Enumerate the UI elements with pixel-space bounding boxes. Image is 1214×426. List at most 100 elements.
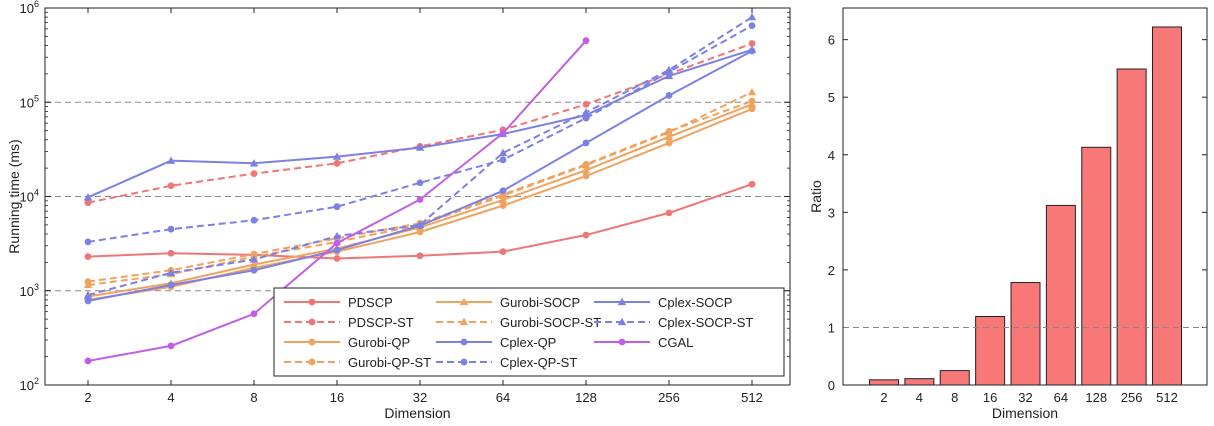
data-point-gurobi-qp-5: [499, 202, 507, 210]
data-point-pdscp-st-6: [582, 100, 590, 108]
bar-y-tick-label-6: 6: [828, 33, 835, 48]
bar-x-tick-label-2: 2: [880, 390, 887, 405]
legend-swatch-marker: [459, 317, 469, 326]
x-tick-label-4: 4: [167, 390, 174, 405]
data-point-cplex-qp-st-8: [748, 22, 756, 30]
bar-plot-frame: [842, 7, 1208, 386]
bar-2: [869, 379, 899, 386]
series-cplex-socp: [83, 45, 757, 201]
bar-y-tick-label-0: 0: [828, 378, 835, 393]
series-cgal: [84, 37, 590, 365]
bar-y-tick-label-4: 4: [828, 148, 835, 163]
legend-item-cplex-socp: Cplex-SOCP: [594, 295, 732, 310]
data-point-pdscp-5: [499, 248, 507, 256]
data-point-gurobi-socp-7: [664, 132, 674, 140]
bar-64: [1045, 204, 1076, 386]
data-point-cgal-6: [582, 37, 590, 45]
x-tick-label-2: 2: [84, 390, 91, 405]
legend-item-pdscp-st: PDSCP-ST: [284, 315, 414, 330]
x-tick-label-64: 64: [496, 390, 510, 405]
bar-16: [975, 316, 1006, 386]
data-point-cplex-qp-st-5: [499, 156, 507, 164]
bar-x-tick-label-16: 16: [983, 390, 997, 405]
bar-x-tick-label-512: 512: [1156, 390, 1178, 405]
line-chart: 102 103 104 105 106 2 4 8 16 32 64 128 256 512 Dimensi…: [6, 0, 791, 421]
legend-swatch-marker: [460, 338, 468, 346]
data-point-pdscp-st-3: [333, 159, 341, 167]
data-point-pdscp-st-8: [748, 40, 756, 47]
legend-swatch-marker: [460, 358, 468, 366]
data-point-gurobi-qp-6: [582, 172, 590, 180]
series-line-cplex-qp-st: [87, 24, 753, 243]
x-tick-label-128: 128: [575, 390, 597, 405]
bar-32: [1010, 282, 1041, 386]
data-point-pdscp-4: [416, 252, 424, 260]
data-point-gurobi-qp-7: [665, 139, 673, 147]
bar-256: [1116, 68, 1147, 386]
data-point-cplex-qp-st-4: [416, 179, 424, 187]
data-point-gurobi-socp-st-8: [747, 87, 757, 96]
data-point-cgal-2: [250, 310, 258, 318]
legend-item-gurobi-socp: Gurobi-SOCP: [436, 295, 580, 310]
legend-label-gurobi-socp: Gurobi-SOCP: [500, 295, 580, 310]
data-point-gurobi-socp-st-6: [581, 160, 591, 169]
legend-label-cplex-socp: Cplex-SOCP: [658, 295, 732, 310]
data-point-cgal-1: [167, 342, 175, 350]
legend-swatch-marker: [308, 318, 316, 326]
data-point-cplex-socp-8: [747, 45, 757, 53]
data-point-pdscp-8: [748, 180, 756, 188]
data-point-cplex-socp-st-5: [498, 148, 508, 157]
series-line-cplex-socp-st: [87, 16, 753, 297]
series-cplex-qp-st: [84, 22, 756, 246]
legend-item-gurobi-qp-st: Gurobi-QP-ST: [284, 355, 431, 370]
data-point-pdscp-3: [333, 255, 341, 262]
legend-item-cplex-qp-st: Cplex-QP-ST: [436, 355, 577, 370]
bar-y-tick-label-1: 1: [828, 320, 835, 335]
data-point-pdscp-st-0: [84, 199, 92, 207]
legend-item-cgal: CGAL: [594, 335, 693, 350]
bar-x-tick-label-256: 256: [1121, 390, 1143, 405]
data-point-cplex-qp-st-0: [84, 238, 92, 246]
legend-item-gurobi-socp-st: Gurobi-SOCP-ST: [436, 315, 601, 330]
data-point-cplex-socp-st-0: [83, 290, 93, 299]
data-point-cplex-qp-st-3: [333, 203, 341, 211]
data-point-cplex-socp-st-8: [747, 12, 757, 21]
legend-swatch-marker: [617, 317, 627, 326]
data-point-cgal-0: [84, 357, 92, 365]
data-point-gurobi-socp-8: [747, 100, 757, 108]
y-tick-label-3: 105: [20, 93, 39, 110]
bar-y-axis-label: Ratio: [808, 180, 824, 213]
data-point-cgal-5: [499, 129, 507, 137]
legend-label-gurobi-socp-st: Gurobi-SOCP-ST: [500, 315, 601, 330]
bar-x-axis-label: Dimension: [992, 405, 1058, 421]
legend-label-gurobi-qp: Gurobi-QP: [348, 335, 410, 350]
legend-label-cplex-qp-st: Cplex-QP-ST: [500, 355, 577, 370]
data-point-pdscp-6: [582, 231, 590, 239]
data-point-cplex-socp-st-4: [415, 220, 425, 229]
data-point-cplex-socp-st-2: [249, 255, 259, 263]
legend: PDSCP Gurobi-SOCP Cplex-SOCP PDSCP-ST Gurobi…: [273, 287, 785, 377]
data-point-cgal-3: [333, 239, 341, 247]
legend-box: [273, 287, 785, 377]
legend-swatch-marker: [308, 298, 316, 306]
data-point-cplex-qp-1: [167, 281, 175, 289]
bar-512: [1152, 26, 1182, 386]
data-point-gurobi-socp-6: [581, 166, 591, 174]
data-point-cplex-qp-3: [333, 246, 341, 254]
legend-label-pdscp-st: PDSCP-ST: [348, 315, 414, 330]
y-tick-label-4: 106: [20, 0, 39, 16]
data-point-cplex-socp-1: [166, 156, 176, 164]
legend-label-cplex-socp-st: Cplex-SOCP-ST: [658, 315, 753, 330]
bar-4: [904, 378, 935, 386]
y-tick-label-1: 103: [20, 282, 39, 299]
bar-x-tick-label-4: 4: [916, 390, 923, 405]
data-point-cplex-socp-4: [415, 143, 425, 151]
y-tick-label-0: 102: [20, 376, 39, 393]
data-point-pdscp-1: [167, 249, 175, 257]
data-point-cplex-qp-5: [499, 187, 507, 195]
data-point-cplex-socp-st-1: [166, 268, 176, 276]
bar-chart: 0 1 2 3 4 5 6 2 4 8 16 32 64 128 256 512 Dimension Ratio: [808, 7, 1208, 421]
legend-label-cplex-qp: Cplex-QP: [500, 335, 556, 350]
data-point-pdscp-st-1: [167, 182, 175, 190]
